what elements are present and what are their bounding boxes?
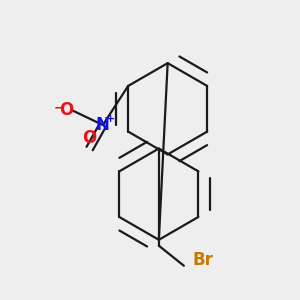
Text: O: O [82, 129, 97, 147]
Text: N: N [96, 116, 110, 134]
Text: Br: Br [193, 251, 214, 269]
Text: −: − [53, 101, 64, 114]
Text: +: + [106, 114, 115, 124]
Text: O: O [59, 101, 74, 119]
